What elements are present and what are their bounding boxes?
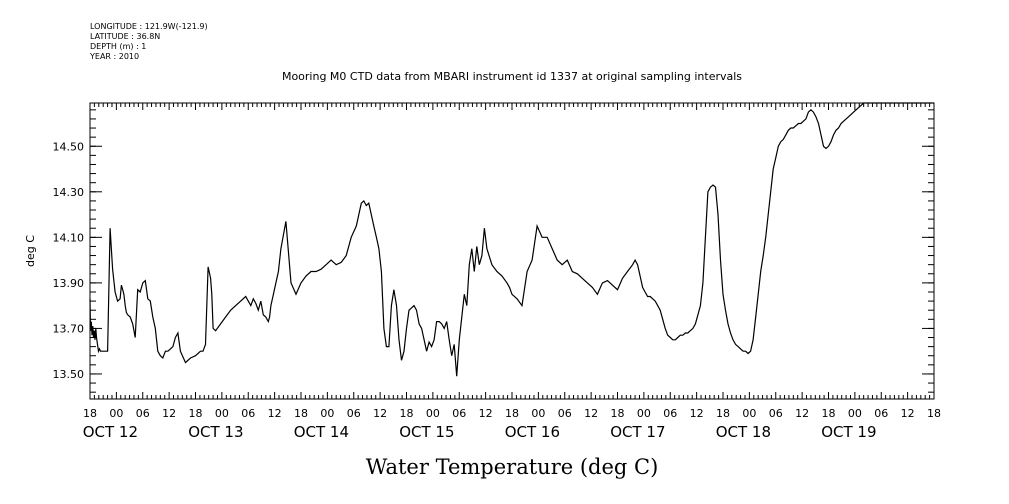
x-hour-label: 18 (189, 407, 203, 420)
x-day-label: OCT 13 (188, 423, 243, 441)
x-day-label: OCT 18 (716, 423, 771, 441)
series-group (89, 102, 934, 377)
x-hour-label: 12 (268, 407, 282, 420)
y-tick-label: 13.70 (53, 322, 85, 335)
x-day-label: OCT 14 (294, 423, 349, 441)
x-hour-label: 06 (136, 407, 150, 420)
x-hour-label: 12 (373, 407, 387, 420)
x-axis: 18 00 06 12 18 00 06 12 18 00 06 12 18 00 06 12 18 00 06 12… (83, 103, 941, 441)
x-hour-label: 18 (83, 407, 97, 420)
meta-depth: DEPTH (m) : 1 (90, 42, 147, 51)
x-hour-label: 06 (452, 407, 466, 420)
x-day-label: OCT 17 (610, 423, 665, 441)
x-hour-label: 00 (215, 407, 229, 420)
x-hour-label: 06 (874, 407, 888, 420)
x-hour-label: 18 (294, 407, 308, 420)
x-hour-label: 00 (742, 407, 756, 420)
x-hour-label: 00 (109, 407, 123, 420)
x-hour-label: 12 (795, 407, 809, 420)
y-tick-label: 14.50 (53, 140, 85, 153)
metadata-block: LONGITUDE : 121.9W(-121.9) LATITUDE : 36… (90, 22, 208, 62)
x-hour-label: 06 (241, 407, 255, 420)
x-hour-label: 06 (769, 407, 783, 420)
x-hour-label: 18 (927, 407, 941, 420)
meta-latitude: LATITUDE : 36.8N (90, 32, 161, 41)
x-hour-label: 06 (663, 407, 677, 420)
x-hour-label: 06 (558, 407, 572, 420)
y-tick-label: 14.30 (53, 186, 85, 199)
x-hour-label: 00 (320, 407, 334, 420)
x-hour-label: 00 (848, 407, 862, 420)
y-tick-label: 13.50 (53, 368, 85, 381)
x-axis-label: Water Temperature (deg C) (366, 455, 659, 479)
x-hour-label: 12 (901, 407, 915, 420)
x-hour-label: 12 (690, 407, 704, 420)
x-hour-label: 06 (347, 407, 361, 420)
x-hour-label: 00 (426, 407, 440, 420)
x-day-label: OCT 15 (399, 423, 454, 441)
x-hour-label: 12 (162, 407, 176, 420)
x-hour-label: 00 (531, 407, 545, 420)
y-axis-label: deg C (24, 235, 37, 267)
x-hour-label: 18 (400, 407, 414, 420)
chart-title: Mooring M0 CTD data from MBARI instrumen… (282, 70, 742, 83)
x-day-label: OCT 16 (505, 423, 560, 441)
y-axis: 13.50 13.70 13.90 14.10 14.30 14.50 (53, 109, 934, 393)
x-day-label: OCT 19 (821, 423, 876, 441)
x-hour-label: 12 (479, 407, 493, 420)
meta-year: YEAR : 2010 (90, 52, 140, 61)
meta-longitude: LONGITUDE : 121.9W(-121.9) (90, 22, 208, 31)
x-hour-label: 00 (637, 407, 651, 420)
y-tick-label: 13.90 (53, 277, 85, 290)
x-hour-label: 18 (822, 407, 836, 420)
x-hour-label: 12 (584, 407, 598, 420)
x-hour-label: 18 (505, 407, 519, 420)
x-day-label: OCT 12 (83, 423, 138, 441)
x-hour-label: 18 (611, 407, 625, 420)
plot-frame (89, 102, 935, 400)
y-tick-label: 14.10 (53, 231, 85, 244)
x-hour-label: 18 (716, 407, 730, 420)
series-line (89, 102, 934, 377)
